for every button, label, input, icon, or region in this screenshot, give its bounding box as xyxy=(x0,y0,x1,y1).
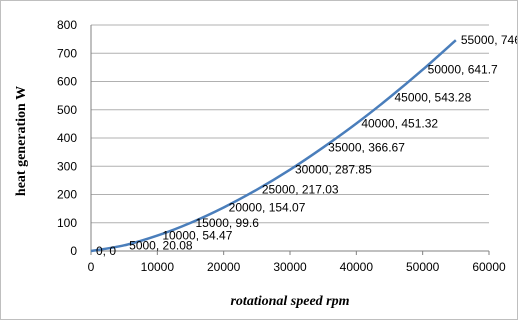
x-tick-label: 50000 xyxy=(406,260,440,274)
axes: 0 100 200 300 400 500 600 700 800 0 10000 20000 3000… xyxy=(57,18,506,274)
y-tick-label: 500 xyxy=(57,103,77,117)
data-label: 55000, 746.35 xyxy=(461,33,517,47)
data-label: 35000, 366.67 xyxy=(328,140,405,154)
data-label: 50000, 641.7 xyxy=(428,63,498,77)
heat-generation-chart: 0 100 200 300 400 500 600 700 800 0 10000 20000 3000… xyxy=(14,18,518,309)
y-tick-label: 300 xyxy=(57,159,77,173)
data-label: 5000, 20.08 xyxy=(129,238,193,252)
y-tick-label: 800 xyxy=(57,18,77,32)
data-label: 15000, 99.6 xyxy=(196,216,260,230)
x-tick-label: 40000 xyxy=(340,260,374,274)
data-label: 40000, 451.32 xyxy=(361,117,438,131)
x-tick-label: 20000 xyxy=(207,260,241,274)
y-tick-label: 200 xyxy=(57,188,77,202)
y-tick-label: 700 xyxy=(57,46,77,60)
data-label: 0, 0 xyxy=(96,244,116,258)
data-label: 45000, 543.28 xyxy=(395,91,472,105)
y-tick-label: 600 xyxy=(57,75,77,89)
x-tick-label: 0 xyxy=(88,260,95,274)
data-label: 20000, 154.07 xyxy=(229,200,306,214)
y-tick-label: 0 xyxy=(70,244,77,258)
x-tick-label: 10000 xyxy=(141,260,175,274)
series-layer xyxy=(90,39,457,253)
y-axis-title: heat generation W xyxy=(14,86,29,196)
data-label: 25000, 217.03 xyxy=(262,183,339,197)
x-tick-label: 60000 xyxy=(472,260,506,274)
data-label: 10000, 54.47 xyxy=(162,229,232,243)
x-axis-title: rotational speed rpm xyxy=(230,294,349,309)
y-tick-label: 400 xyxy=(57,131,77,145)
x-tick-label: 30000 xyxy=(273,260,307,274)
gridlines xyxy=(91,24,489,252)
data-label: 30000, 287.85 xyxy=(295,163,372,177)
y-tick-label: 100 xyxy=(57,216,77,230)
series-line xyxy=(90,39,457,253)
